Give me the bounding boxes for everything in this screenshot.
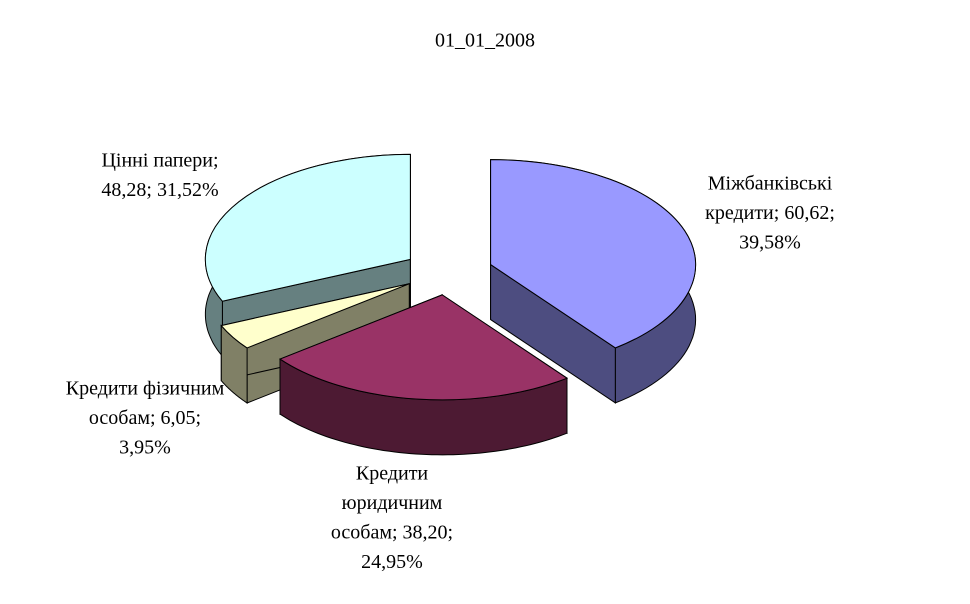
- data-label: Міжбанківські: [708, 173, 833, 195]
- data-label: 24,95%: [361, 551, 423, 573]
- slice: [204, 153, 411, 302]
- data-label: 39,58%: [739, 232, 801, 254]
- slice: [490, 159, 697, 349]
- data-label: кредити; 60,62;: [705, 202, 835, 224]
- data-label: особам; 6,05;: [89, 407, 201, 429]
- data-label: 3,95%: [119, 437, 171, 459]
- data-label: Кредити: [356, 463, 429, 485]
- slice: [278, 294, 569, 401]
- data-label: юридичним: [342, 492, 443, 514]
- data-label: Цінні папери;: [101, 150, 218, 172]
- slice: [220, 283, 410, 349]
- data-label: Кредити фізичним: [66, 378, 225, 400]
- data-label: 48,28; 31,52%: [101, 179, 218, 201]
- data-label: особам; 38,20;: [331, 522, 453, 544]
- chart-title: 01_01_2008: [435, 30, 535, 52]
